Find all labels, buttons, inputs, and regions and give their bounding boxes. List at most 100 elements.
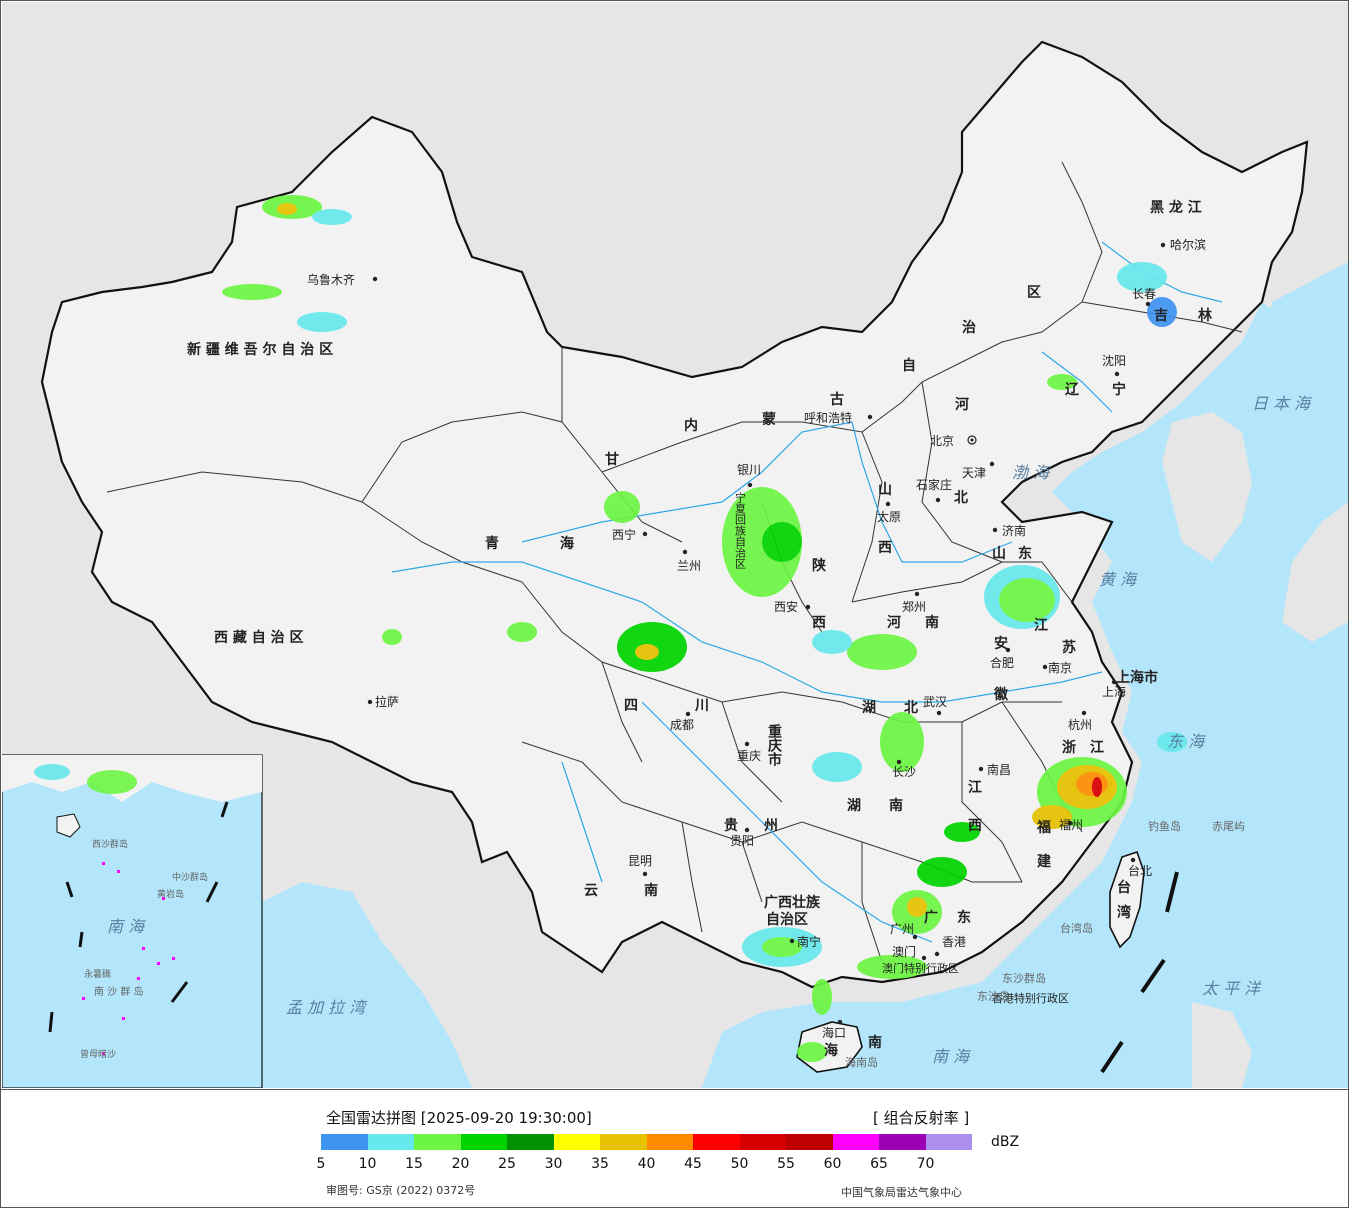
inset-zhongsha: 中沙群岛 — [172, 871, 208, 883]
label-fujian-1: 福 — [1036, 819, 1051, 836]
city-nanning: 南宁 — [797, 934, 821, 949]
label-sichuan-1: 四 — [624, 698, 638, 714]
scale-swatch — [507, 1134, 554, 1150]
city-yinchuan: 银川 — [737, 463, 761, 477]
scale-swatch — [646, 1134, 693, 1150]
philippines — [1192, 1002, 1252, 1088]
city-shijiazhuang: 石家庄 — [916, 477, 952, 492]
scale-swatch — [553, 1134, 600, 1150]
map-canvas: 新 疆 维 吾 尔 自 治 区 西 藏 自 治 区 青 海 甘 内 蒙 古 自 … — [2, 2, 1348, 1088]
label-guangxi-1: 广西壮族 — [764, 894, 821, 911]
city-chongqing: 重庆 — [737, 749, 761, 763]
label-fujian-2: 建 — [1037, 853, 1051, 870]
label-anhui-2: 徽 — [993, 686, 1009, 703]
city-taipei: 台北 — [1128, 863, 1152, 878]
label-shandong-2: 东 — [1018, 545, 1032, 562]
city-jinan: 济南 — [1002, 523, 1026, 538]
label-shanxi-1: 山 — [878, 482, 892, 498]
sea-donghai: 东 海 — [1167, 732, 1206, 751]
label-neimenggu-2: 蒙 — [762, 411, 776, 428]
label-hebei-1: 河 — [955, 396, 969, 413]
south-china-sea-inset — [2, 754, 263, 1088]
label-sichuan-2: 川 — [694, 698, 709, 714]
scale-tick-label: 40 — [637, 1156, 656, 1172]
sea-nanhai-inset: 南 海 — [107, 917, 146, 936]
city-guiyang: 贵阳 — [730, 834, 754, 848]
label-neimenggu-5: 治 — [962, 319, 976, 336]
label-hunan-1: 湖 — [847, 798, 861, 814]
label-guizhou-2: 州 — [763, 818, 778, 834]
label-hubei-1: 湖 — [862, 700, 876, 716]
inset-zengmu: 曾母暗沙 — [80, 1048, 116, 1060]
city-shanghai: 上海 — [1102, 684, 1126, 699]
label-guangdong-2: 东 — [957, 909, 971, 926]
island-dongsha-dao: 东沙岛 — [977, 989, 1010, 1003]
label-heilongjiang: 黑 龙 江 — [1150, 199, 1202, 216]
label-neimenggu-1: 内 — [684, 417, 698, 434]
japan-islands — [1282, 502, 1348, 642]
city-kunming: 昆明 — [628, 854, 652, 868]
ocean-japan-sea — [1252, 262, 1348, 562]
inset-yongshu: 永暑礁 — [84, 968, 111, 980]
label-neimenggu-6: 区 — [1027, 285, 1041, 301]
city-guangzhou: 广州 — [890, 922, 914, 936]
scale-tick-label: 5 — [316, 1156, 326, 1172]
scale-tick-label: 50 — [730, 1156, 749, 1172]
legend-panel: 全国雷达拼图 [2025-09-20 19:30:00] [ 组合反射率 ] d… — [1, 1089, 1348, 1207]
label-jiangsu-1: 江 — [1034, 617, 1048, 634]
city-tianjin: 天津 — [962, 466, 986, 480]
label-shanghai: 上海市 — [1116, 669, 1158, 686]
scale-tick-label: 10 — [358, 1156, 377, 1172]
radar-map: 新 疆 维 吾 尔 自 治 区 西 藏 自 治 区 青 海 甘 内 蒙 古 自 … — [2, 2, 1348, 1088]
maritime-boundary — [1100, 871, 1179, 1074]
sea-huanghai: 黄 海 — [1099, 570, 1138, 589]
label-macau-sar: 澳门特别行政区 — [882, 961, 959, 975]
city-beijing: 北京 — [930, 434, 954, 448]
label-zhejiang-1: 浙 — [1062, 739, 1076, 756]
sea-bay-of-bengal: 孟 加 拉 湾 — [286, 998, 368, 1017]
city-nanjing: 南京 — [1048, 660, 1072, 675]
label-jilin-1: 吉 — [1154, 307, 1168, 324]
sea-nanhai: 南 海 — [932, 1047, 971, 1066]
scale-swatch — [879, 1134, 926, 1150]
scale-tick-label: 35 — [591, 1156, 609, 1172]
sea-pacific: 太 平 洋 — [1202, 979, 1262, 998]
label-henan-2: 南 — [925, 614, 939, 631]
label-zhejiang-2: 江 — [1090, 739, 1104, 756]
city-wuhan: 武汉 — [923, 695, 947, 709]
label-neimenggu-3: 古 — [830, 391, 844, 408]
scale-swatch — [321, 1134, 368, 1150]
city-changsha: 长沙 — [892, 765, 916, 779]
city-xining: 西宁 — [612, 527, 636, 542]
island-dongsha-qundao: 东沙群岛 — [1002, 971, 1046, 985]
label-liaoning-1: 辽 — [1065, 382, 1080, 398]
label-hebei-2: 北 — [954, 490, 968, 506]
scale-tick-label: 25 — [498, 1156, 516, 1172]
scale-swatch — [925, 1134, 972, 1150]
label-hainan-1: 海 — [824, 1042, 838, 1059]
scale-tick-label: 70 — [916, 1156, 935, 1172]
city-hefei: 合肥 — [990, 655, 1014, 670]
island-diaoyudao: 钓鱼岛 — [1148, 819, 1181, 833]
city-zhengzhou: 郑州 — [902, 599, 926, 614]
label-guangdong-1: 广 — [924, 909, 938, 926]
label-henan-1: 河 — [887, 614, 901, 631]
label-jiangsu-2: 苏 — [1062, 639, 1076, 656]
scale-swatch — [693, 1134, 740, 1150]
label-shaanxi-1: 陕 — [812, 557, 826, 574]
scale-swatch — [367, 1134, 414, 1150]
label-yunnan-1: 云 — [584, 883, 598, 899]
korea-peninsula — [1162, 412, 1252, 562]
city-lanzhou: 兰州 — [677, 559, 701, 573]
label-gansu: 甘 — [605, 451, 619, 468]
label-jiangxi-2: 西 — [968, 818, 982, 834]
label-yunnan-2: 南 — [644, 882, 658, 899]
taiwan-island — [1109, 850, 1145, 949]
rivers — [391, 241, 1223, 943]
label-ningxia: 宁夏回族自治区 — [734, 491, 747, 569]
province-borders — [106, 161, 1243, 963]
label-guangxi-2: 自治区 — [766, 911, 808, 928]
city-hongkong: 香港 — [942, 935, 966, 949]
label-liaoning-2: 宁 — [1112, 381, 1126, 398]
